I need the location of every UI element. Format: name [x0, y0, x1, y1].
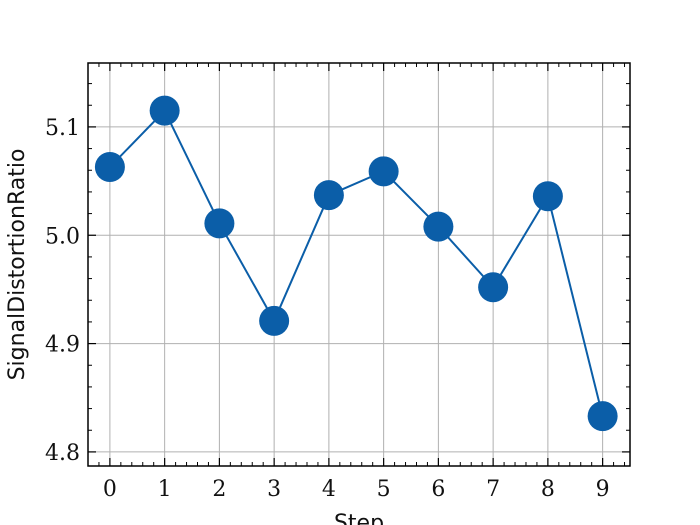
data-point [259, 305, 290, 336]
data-point [94, 152, 125, 182]
x-tick-label: 5 [377, 477, 391, 502]
y-axis-label: SignalDistortionRatio [5, 149, 30, 381]
x-tick-label: 7 [486, 477, 500, 502]
y-tick-label: 5.1 [45, 116, 80, 141]
y-tick-label: 5.0 [45, 224, 80, 249]
x-tick-label: 2 [212, 477, 226, 502]
data-point [149, 95, 180, 126]
y-tick-label: 4.8 [45, 441, 80, 466]
data-point [423, 211, 454, 242]
data-point [313, 180, 344, 211]
data-point [532, 181, 563, 212]
series-line [109, 108, 604, 417]
series-layer [94, 95, 618, 432]
x-tick-label: 8 [541, 477, 555, 502]
x-tick-label: 0 [103, 477, 117, 502]
x-tick-label: 4 [322, 477, 336, 502]
tick-labels: 0 1 2 3 4 5 6 7 8 9 4.8 4.9 5.0 5.1 [45, 116, 610, 502]
data-point [478, 272, 509, 303]
x-axis-label: Step [334, 511, 384, 525]
data-point [204, 208, 235, 239]
axis-ticks [87, 63, 630, 466]
data-point [368, 156, 399, 187]
x-tick-label: 3 [267, 477, 281, 502]
x-tick-label: 9 [596, 477, 610, 502]
y-tick-label: 4.9 [45, 333, 80, 358]
x-tick-label: 1 [158, 477, 172, 502]
data-point [587, 401, 618, 432]
plot-frame [87, 62, 631, 467]
grid-lines [88, 63, 630, 466]
x-tick-label: 6 [431, 477, 445, 502]
